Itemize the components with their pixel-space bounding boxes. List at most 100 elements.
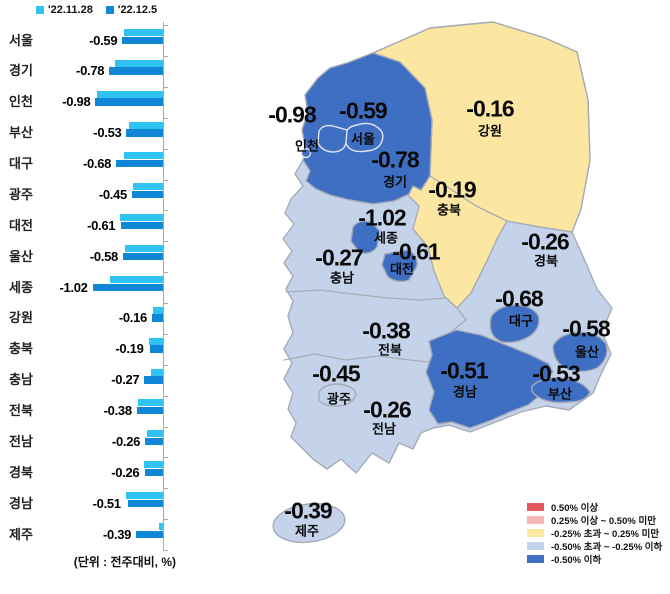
bar-prev-week (123, 152, 163, 160)
map-region-value: -0.19 (428, 176, 476, 203)
bar-row: 경남 -0.51 (0, 489, 240, 520)
map-legend-item: -0.50% 이하 (527, 553, 662, 566)
map-region-value: -0.39 (284, 497, 332, 524)
bar-chart: '22.11.28 '22.12.5 서울 -0.59 경기 -0.78 인천 -0.98 부… (0, 0, 240, 594)
bar-row-value: -0.19 (115, 341, 144, 357)
map-region-name: 서울 (351, 131, 375, 147)
map-legend-swatch-icon (527, 528, 544, 537)
bar-row-value: -0.98 (62, 94, 91, 110)
bar-prev-week (148, 337, 163, 345)
map-border-chungnam-jeonbuk (285, 289, 447, 301)
axis-tick (163, 56, 168, 58)
bar-row-category: 대구 (9, 156, 33, 172)
map-shape-sejong (350, 220, 381, 254)
map-legend-item: 0.50% 이상 (527, 500, 662, 514)
bar-row: 인천 -0.98 (0, 87, 240, 118)
bar-current-week (122, 252, 163, 261)
map-region-name: 제주 (295, 523, 319, 539)
bar-current-week (149, 345, 163, 353)
map-legend-label: -0.25% 초과 ~ 0.25% 미만 (551, 528, 660, 540)
map-legend-item: -0.25% 초과 ~ 0.25% 미만 (527, 526, 662, 540)
map-region-value: -0.38 (362, 317, 410, 344)
bar-row-value: -0.45 (98, 186, 127, 202)
bar-row-category: 전북 (9, 403, 33, 419)
bar-row-category: 제주 (9, 526, 33, 542)
map-region-value: -0.68 (495, 285, 543, 312)
map-region-name: 강원 (478, 123, 502, 139)
bar-current-week (109, 67, 163, 75)
map-region-value: -0.61 (392, 238, 440, 265)
map-shape-gyeongnam (425, 329, 554, 429)
bar-prev-week (125, 492, 163, 500)
bar-row-category: 광주 (9, 186, 33, 202)
map-shape-jeju (272, 502, 346, 544)
map-region-name: 인천 (295, 138, 319, 154)
bar-current-week (145, 437, 163, 446)
map-region-name: 광주 (327, 391, 351, 407)
map-shape-gwangju (318, 383, 357, 407)
map-shape-ulsan (552, 331, 608, 372)
map-shape-daejeon (381, 249, 418, 283)
map-region-name: 대전 (390, 261, 414, 277)
axis-tick (163, 333, 168, 335)
map-region-value: -0.53 (532, 360, 580, 387)
bar-current-week (116, 160, 163, 168)
legend-label: '22.12.5 (117, 4, 158, 16)
map-border-jeonbuk-gyeongbuk (451, 307, 467, 332)
map-region-value: -0.51 (440, 357, 488, 384)
axis-tick (163, 549, 168, 551)
axis-baseline (163, 22, 165, 551)
bar-prev-week (151, 368, 163, 376)
bar-prev-week (114, 59, 163, 67)
bar-row: 경기 -0.78 (0, 56, 240, 87)
map-legend-swatch-icon (527, 515, 544, 524)
bar-row-category: 세종 (9, 279, 33, 295)
bar-row-category: 충남 (9, 372, 33, 388)
bar-prev-week (138, 399, 163, 407)
bar-prev-week (147, 430, 163, 438)
map-region-name: 대구 (509, 313, 533, 329)
map-legend: 0.50% 이상 0.25% 이상 ~ 0.50% 미만 -0.25% 초과 ~ 0… (527, 500, 662, 566)
map-border-jeonbuk-jeonnam (283, 353, 430, 363)
bar-row: 울산 -0.58 (0, 242, 240, 273)
map-legend-label: -0.50% 초과 ~ -0.25% 이하 (551, 542, 663, 554)
map-legend-label: 0.50% 이상 (551, 502, 599, 514)
map-legend-swatch-icon (527, 502, 544, 511)
bar-row-category: 전남 (9, 433, 33, 449)
bar-prev-week (125, 245, 163, 253)
axis-tick (163, 179, 168, 181)
axis-tick (163, 25, 168, 27)
map-legend-swatch-icon (527, 555, 544, 564)
bar-row-category: 서울 (9, 32, 33, 48)
bar-row-value: -0.27 (111, 372, 140, 388)
bar-current-week (95, 98, 163, 106)
bar-row-value: -0.59 (89, 32, 118, 48)
map-region-name: 전남 (372, 421, 396, 437)
map-region-value: -0.58 (562, 315, 610, 342)
bar-current-week (120, 221, 163, 230)
chart-legend-item: '22.12.5 (105, 4, 158, 16)
bar-row-category: 경남 (9, 495, 33, 511)
bar-row-value: -0.38 (103, 403, 132, 419)
bar-row: 제주 -0.39 (0, 520, 240, 551)
chart-legend: '22.11.28 '22.12.5 (36, 4, 157, 16)
legend-swatch-icon (105, 6, 114, 14)
map-legend-item: 0.25% 이상 ~ 0.50% 미만 (527, 513, 662, 527)
bar-row: 광주 -0.45 (0, 180, 240, 211)
axis-tick (163, 488, 168, 490)
bar-current-week (127, 499, 163, 508)
map-region-name: 경북 (534, 253, 558, 269)
map-region-value: -1.02 (358, 204, 406, 231)
map-region-value: -0.59 (339, 97, 387, 124)
bar-row-value: -0.16 (118, 310, 147, 326)
bar-row-value: -0.68 (82, 156, 112, 172)
axis-tick (163, 117, 168, 119)
map-legend-item: -0.50% 초과 ~ -0.25% 이하 (527, 540, 662, 553)
bar-current-week (145, 468, 163, 477)
axis-tick (163, 395, 168, 397)
axis-tick (163, 210, 168, 212)
bar-prev-week (144, 461, 163, 469)
map-region-name: 충북 (437, 202, 461, 218)
bar-row-category: 경북 (9, 464, 33, 480)
